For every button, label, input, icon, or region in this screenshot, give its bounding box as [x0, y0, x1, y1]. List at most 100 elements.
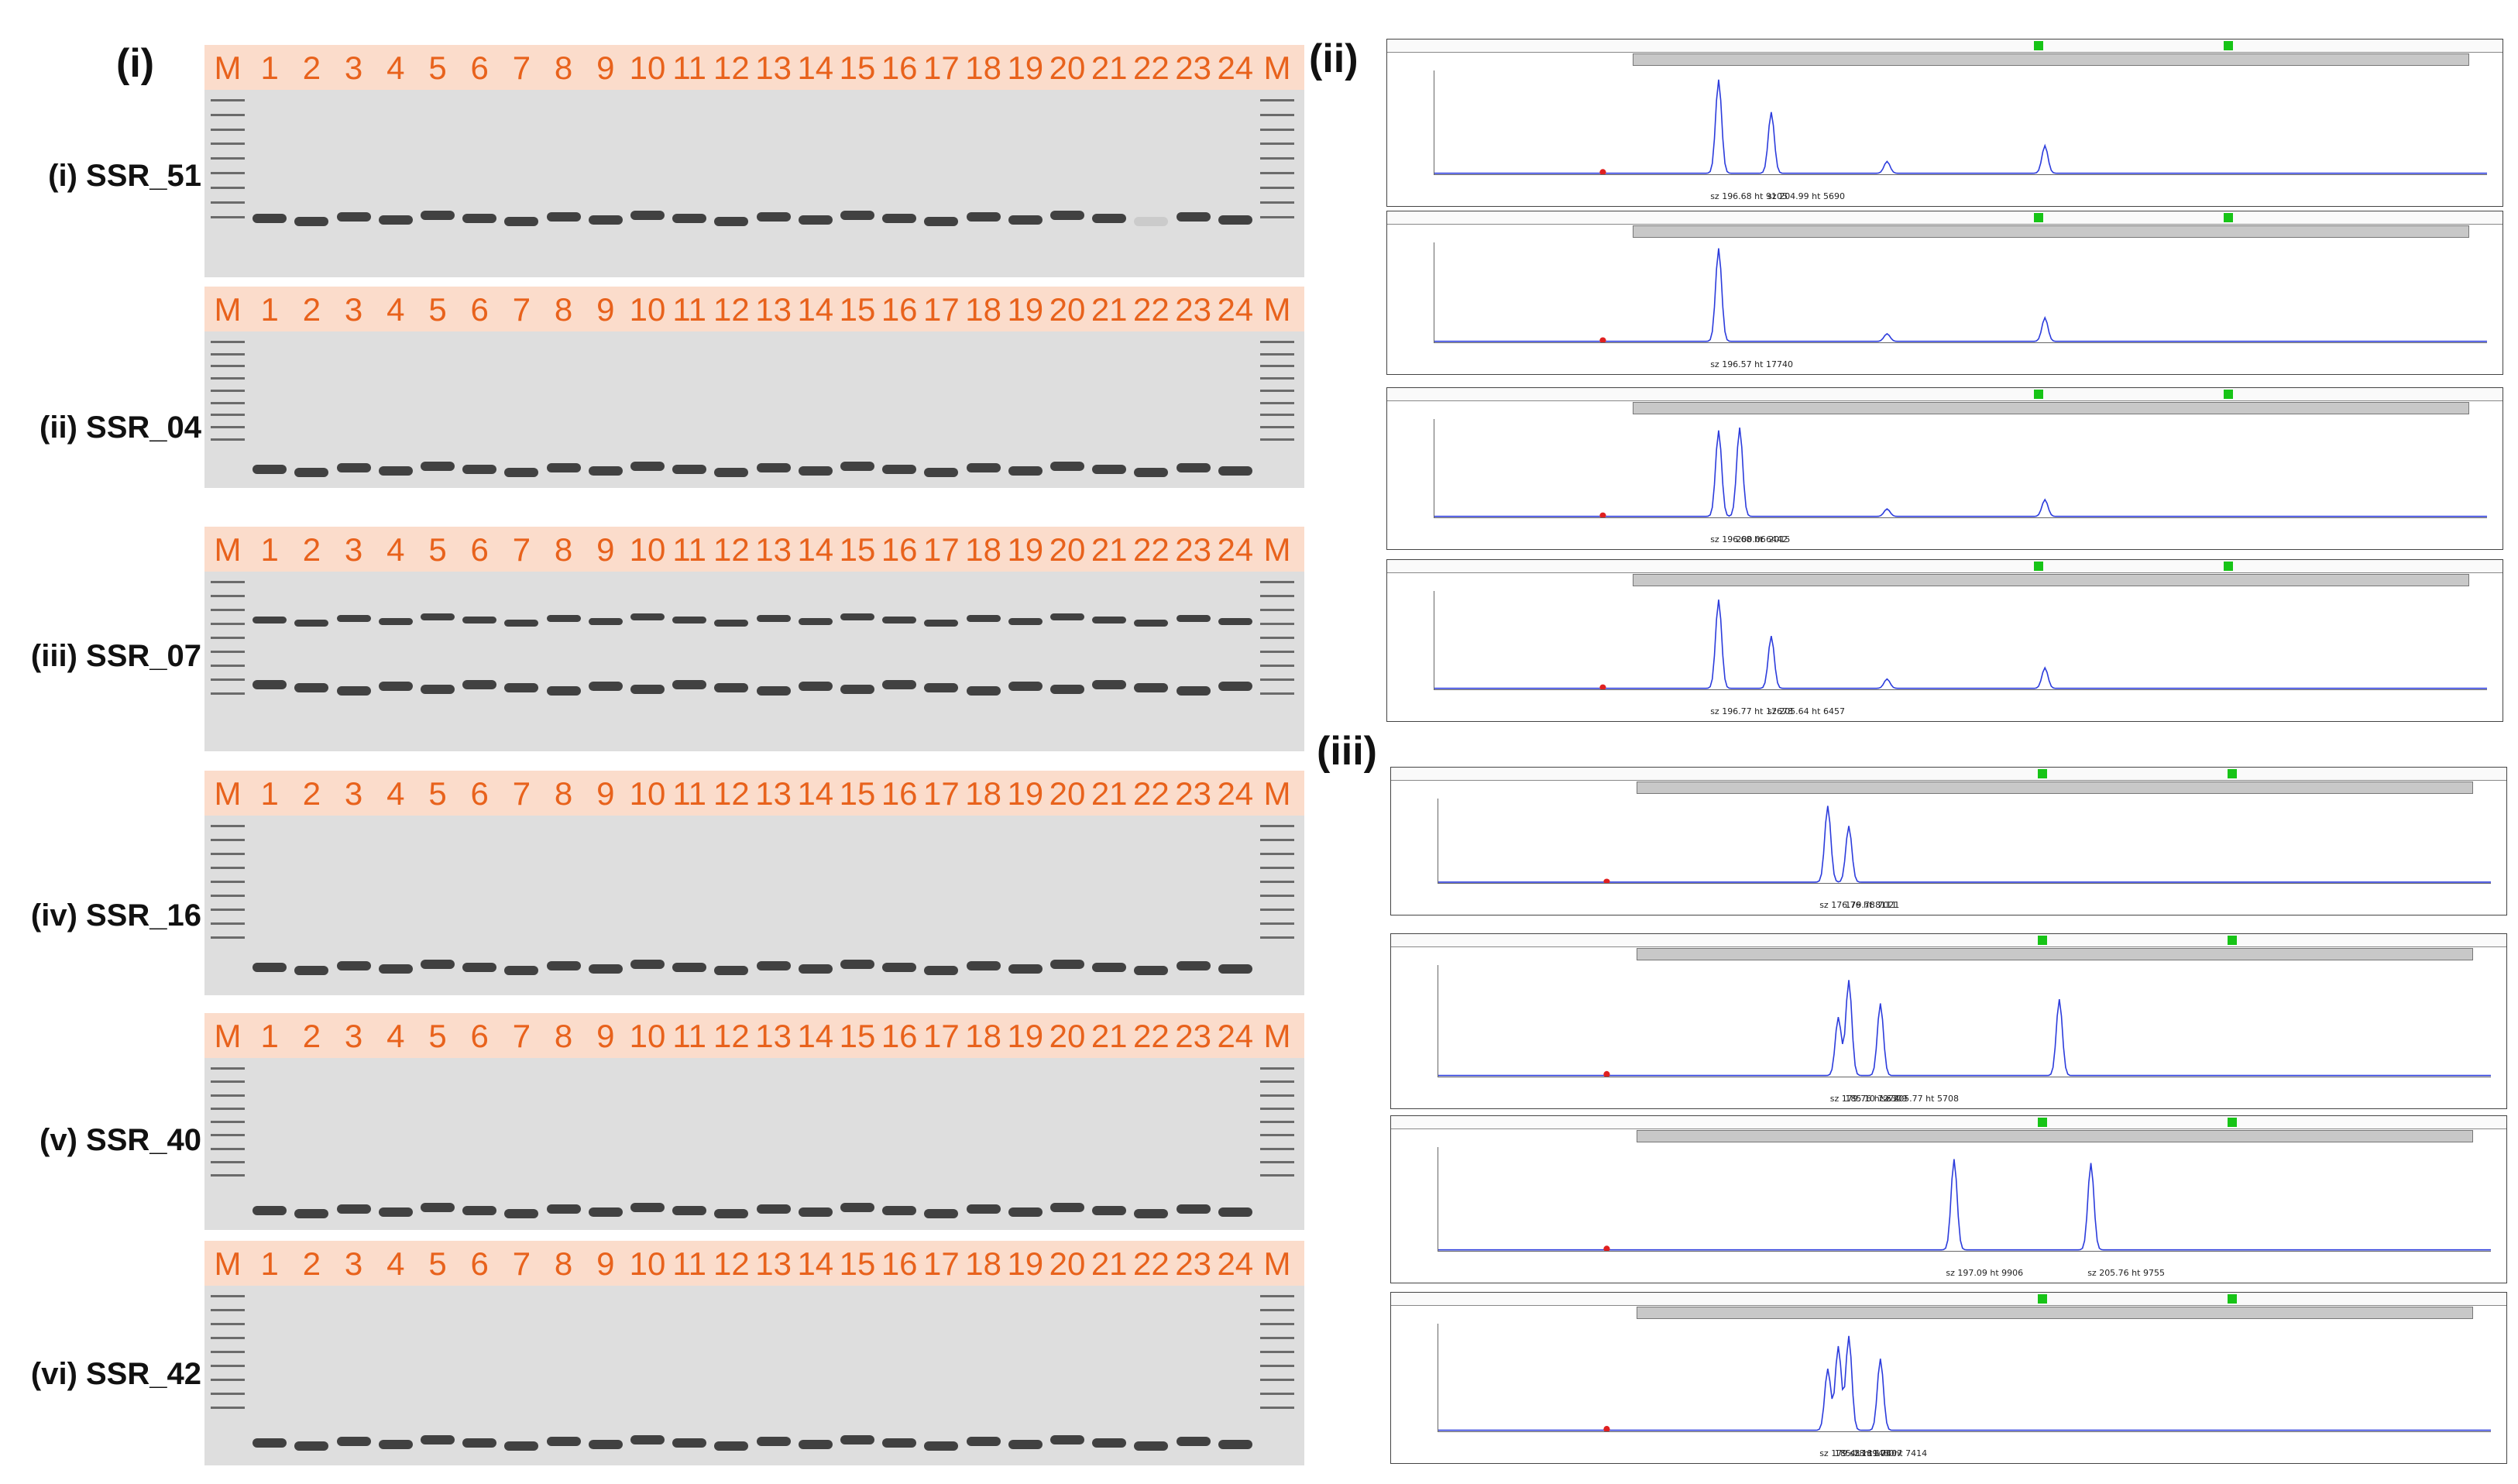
electropherogram-header — [1387, 40, 2503, 53]
lane-label: 7 — [512, 291, 531, 328]
sample-band — [1134, 620, 1169, 627]
lane-label: 3 — [344, 1018, 363, 1054]
gel-image: M 1 2 3 4 5 6 7 8 9 10 11 12 13 14 15 16 17 18 19 20 21 22 23 24… — [204, 45, 1304, 277]
lane-label: 23 — [1175, 531, 1211, 568]
gel-label: (ii) SSR_04 — [40, 411, 201, 445]
lane-label: 11 — [672, 291, 706, 328]
ladder-band — [211, 867, 245, 870]
lane-label: 5 — [428, 775, 447, 812]
sample-band — [504, 966, 539, 976]
sample-band — [1092, 213, 1127, 223]
ladder-band — [211, 1094, 245, 1097]
sample-band — [924, 966, 959, 976]
sample-band — [1218, 964, 1252, 974]
ladder-band — [1260, 1121, 1294, 1124]
lane-header: M 1 2 3 4 5 6 7 8 9 10 11 12 13 14 15 16 17 18 19 20 21 22 23 24… — [204, 287, 1304, 331]
ladder-band — [211, 352, 245, 356]
lane-label: 4 — [386, 50, 405, 86]
marker-square-icon — [2224, 213, 2233, 222]
lane-label: 12 — [713, 531, 750, 568]
lane-label: 14 — [797, 531, 834, 568]
trace-svg — [1438, 1324, 2491, 1431]
ladder-band — [211, 1174, 245, 1177]
ladder-band — [1260, 1393, 1294, 1396]
ladder-band — [1260, 201, 1294, 204]
electropherogram-header — [1387, 388, 2503, 401]
sample-band — [882, 617, 917, 623]
sample-band — [924, 467, 959, 477]
sample-band — [882, 963, 917, 973]
lane-header: M 1 2 3 4 5 6 7 8 9 10 11 12 13 14 15 16 17 18 19 20 21 22 23 24… — [204, 1013, 1304, 1058]
lane-label: M — [1263, 775, 1291, 812]
gel-image: M 1 2 3 4 5 6 7 8 9 10 11 12 13 14 15 16 17 18 19 20 21 22 23 24… — [204, 527, 1304, 751]
sample-band — [294, 966, 329, 976]
lane-label: 19 — [1007, 775, 1044, 812]
lane-label: 10 — [629, 1018, 666, 1054]
ladder-band — [1260, 853, 1294, 856]
panel-label-electropherogram-a: (ii) — [1309, 36, 1359, 81]
ladder-band — [1260, 909, 1294, 912]
sample-band — [294, 1441, 329, 1451]
ladder-band — [1260, 623, 1294, 626]
sample-band — [1176, 1437, 1211, 1447]
sample-band — [546, 685, 581, 696]
ladder-band — [211, 936, 245, 940]
lane-label: 23 — [1175, 291, 1211, 328]
ladder-band — [211, 128, 245, 131]
lane-label: 4 — [386, 1018, 405, 1054]
sample-band — [546, 211, 581, 222]
lane-label: M — [214, 50, 242, 86]
lane-label: 4 — [386, 531, 405, 568]
sample-band — [462, 213, 497, 223]
sample-band — [336, 1437, 371, 1447]
ladder-band — [1260, 186, 1294, 189]
ladder-band — [1260, 352, 1294, 356]
ladder-band — [211, 922, 245, 926]
lane-label: 14 — [797, 291, 834, 328]
ladder-band — [1260, 1379, 1294, 1382]
ladder-band — [211, 581, 245, 583]
ladder-band — [211, 438, 245, 441]
sample-band — [1218, 681, 1252, 691]
ladder-band — [211, 692, 245, 696]
marker-square-icon — [2038, 1294, 2048, 1304]
sample-band — [1134, 966, 1169, 976]
lane-label: 2 — [302, 50, 321, 86]
sample-band — [252, 213, 287, 223]
sample-band — [546, 615, 581, 622]
lane-label: 2 — [302, 775, 321, 812]
sample-band — [421, 1435, 455, 1445]
sample-band — [672, 963, 707, 973]
ladder-band — [211, 1067, 245, 1070]
sample-band — [252, 963, 287, 973]
ladder-band — [1260, 1080, 1294, 1084]
sample-band — [378, 618, 413, 625]
sample-band — [1092, 1205, 1127, 1215]
lane-label: 1 — [260, 291, 279, 328]
electropherogram-plot — [1438, 1147, 2491, 1252]
lane-label: 1 — [260, 531, 279, 568]
ladder-band — [211, 1365, 245, 1368]
sample-band — [672, 213, 707, 223]
panel-label-electropherogram-b: (iii) — [1317, 729, 1377, 774]
lane-label: 10 — [629, 775, 666, 812]
lane-label: 20 — [1049, 50, 1086, 86]
sample-band — [546, 1204, 581, 1214]
size-standard-dot — [1603, 1426, 1610, 1431]
lane-label: 8 — [554, 775, 573, 812]
gel-body — [204, 1058, 1304, 1230]
ladder-band — [1260, 341, 1294, 343]
sample-band — [840, 1202, 874, 1212]
ladder-band — [211, 665, 245, 668]
peak-label: sz 197.09 ht 9906 — [1946, 1268, 2024, 1278]
sample-band — [798, 465, 833, 476]
sample-band — [966, 615, 1001, 622]
sample-band — [756, 462, 791, 472]
lane-label: 3 — [344, 50, 363, 86]
lane-label: 16 — [881, 531, 918, 568]
ladder-band — [211, 201, 245, 204]
lane-label: 9 — [596, 291, 615, 328]
sample-band — [630, 1202, 665, 1212]
sample-band — [1092, 679, 1127, 689]
ladder-band — [1260, 1094, 1294, 1097]
